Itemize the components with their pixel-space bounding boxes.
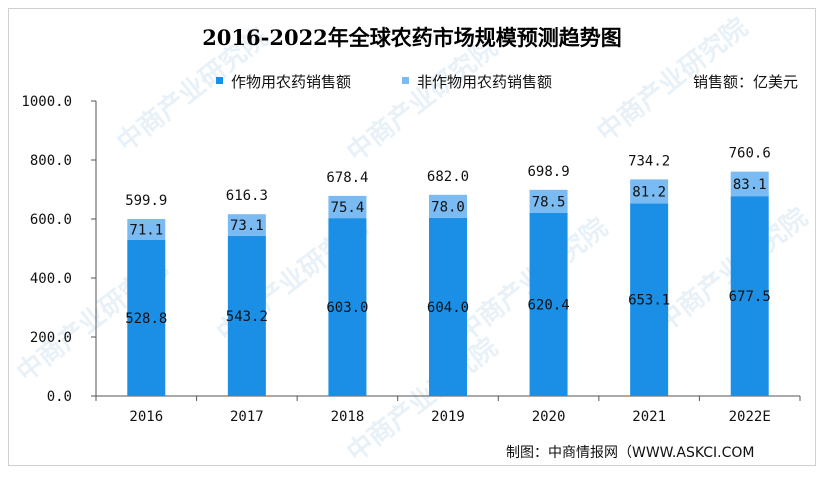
chart-title: 2016-2022年全球农药市场规模预测趋势图 [202, 25, 622, 50]
bar-crop [328, 218, 367, 396]
data-label-total: 734.2 [628, 153, 670, 169]
bar-noncrop [429, 194, 467, 218]
data-label-noncrop: 78.0 [431, 199, 465, 215]
y-tick-label: 800.0 [30, 153, 72, 169]
bar-crop [127, 240, 166, 396]
y-tick-label: 200.0 [30, 330, 72, 346]
chart-frame [8, 8, 816, 466]
bar-noncrop [630, 179, 669, 204]
bar-crop [429, 217, 467, 396]
x-tick-label: 2021 [632, 409, 666, 425]
x-tick-label: 2017 [230, 409, 264, 425]
unit-label: 销售额：亿美元 [692, 73, 798, 91]
y-tick-label: 0.0 [47, 389, 72, 405]
legend-item-noncrop: 非作物用农药销售额 [402, 71, 552, 92]
data-label-total: 616.3 [226, 188, 268, 204]
bar-noncrop [328, 195, 367, 219]
legend-swatch-noncrop [402, 77, 409, 84]
x-tick-label: 2020 [532, 409, 566, 425]
data-label-noncrop: 75.4 [331, 200, 365, 216]
bar-crop [730, 196, 769, 396]
legend-label-crop: 作物用农药销售额 [231, 73, 352, 91]
data-label-noncrop: 73.1 [230, 218, 264, 234]
y-tick-label: 400.0 [30, 271, 72, 287]
data-label-noncrop: 83.1 [733, 177, 767, 193]
legend-item-crop: 作物用农药销售额 [216, 71, 351, 92]
data-label-crop: 653.1 [628, 293, 670, 309]
x-tick-label: 2019 [431, 409, 465, 425]
y-tick-label: 1000.0 [21, 94, 72, 110]
bar-noncrop [529, 189, 568, 213]
bar-noncrop [730, 171, 769, 197]
data-label-total: 678.4 [326, 170, 368, 186]
legend-label-noncrop: 非作物用农药销售额 [417, 73, 553, 91]
data-label-total: 682.0 [427, 169, 469, 185]
bar-noncrop [127, 219, 166, 241]
data-label-total: 698.9 [527, 164, 569, 180]
bar-crop [529, 212, 568, 396]
data-label-crop: 603.0 [326, 300, 368, 316]
data-label-noncrop: 81.2 [632, 184, 666, 200]
bar-noncrop [227, 214, 266, 236]
data-label-total: 760.6 [729, 146, 771, 162]
x-tick-label: 2018 [331, 409, 365, 425]
data-label-crop: 677.5 [729, 289, 771, 305]
footer-credit: 制图：中商情报网（WWW.ASKCI.COM [506, 445, 755, 461]
data-label-noncrop: 71.1 [129, 223, 163, 239]
bar-crop [227, 235, 266, 396]
x-tick-label: 2022E [729, 409, 771, 425]
bar-crop [630, 203, 669, 396]
data-label-crop: 604.0 [427, 300, 469, 316]
data-label-noncrop: 78.5 [532, 194, 566, 210]
y-tick-label: 600.0 [30, 212, 72, 228]
data-label-total: 599.9 [125, 193, 167, 209]
data-label-crop: 528.8 [125, 311, 167, 327]
x-tick-label: 2016 [129, 409, 163, 425]
data-label-crop: 620.4 [527, 297, 569, 313]
legend-swatch-crop [216, 77, 223, 84]
data-label-crop: 543.2 [226, 309, 268, 325]
